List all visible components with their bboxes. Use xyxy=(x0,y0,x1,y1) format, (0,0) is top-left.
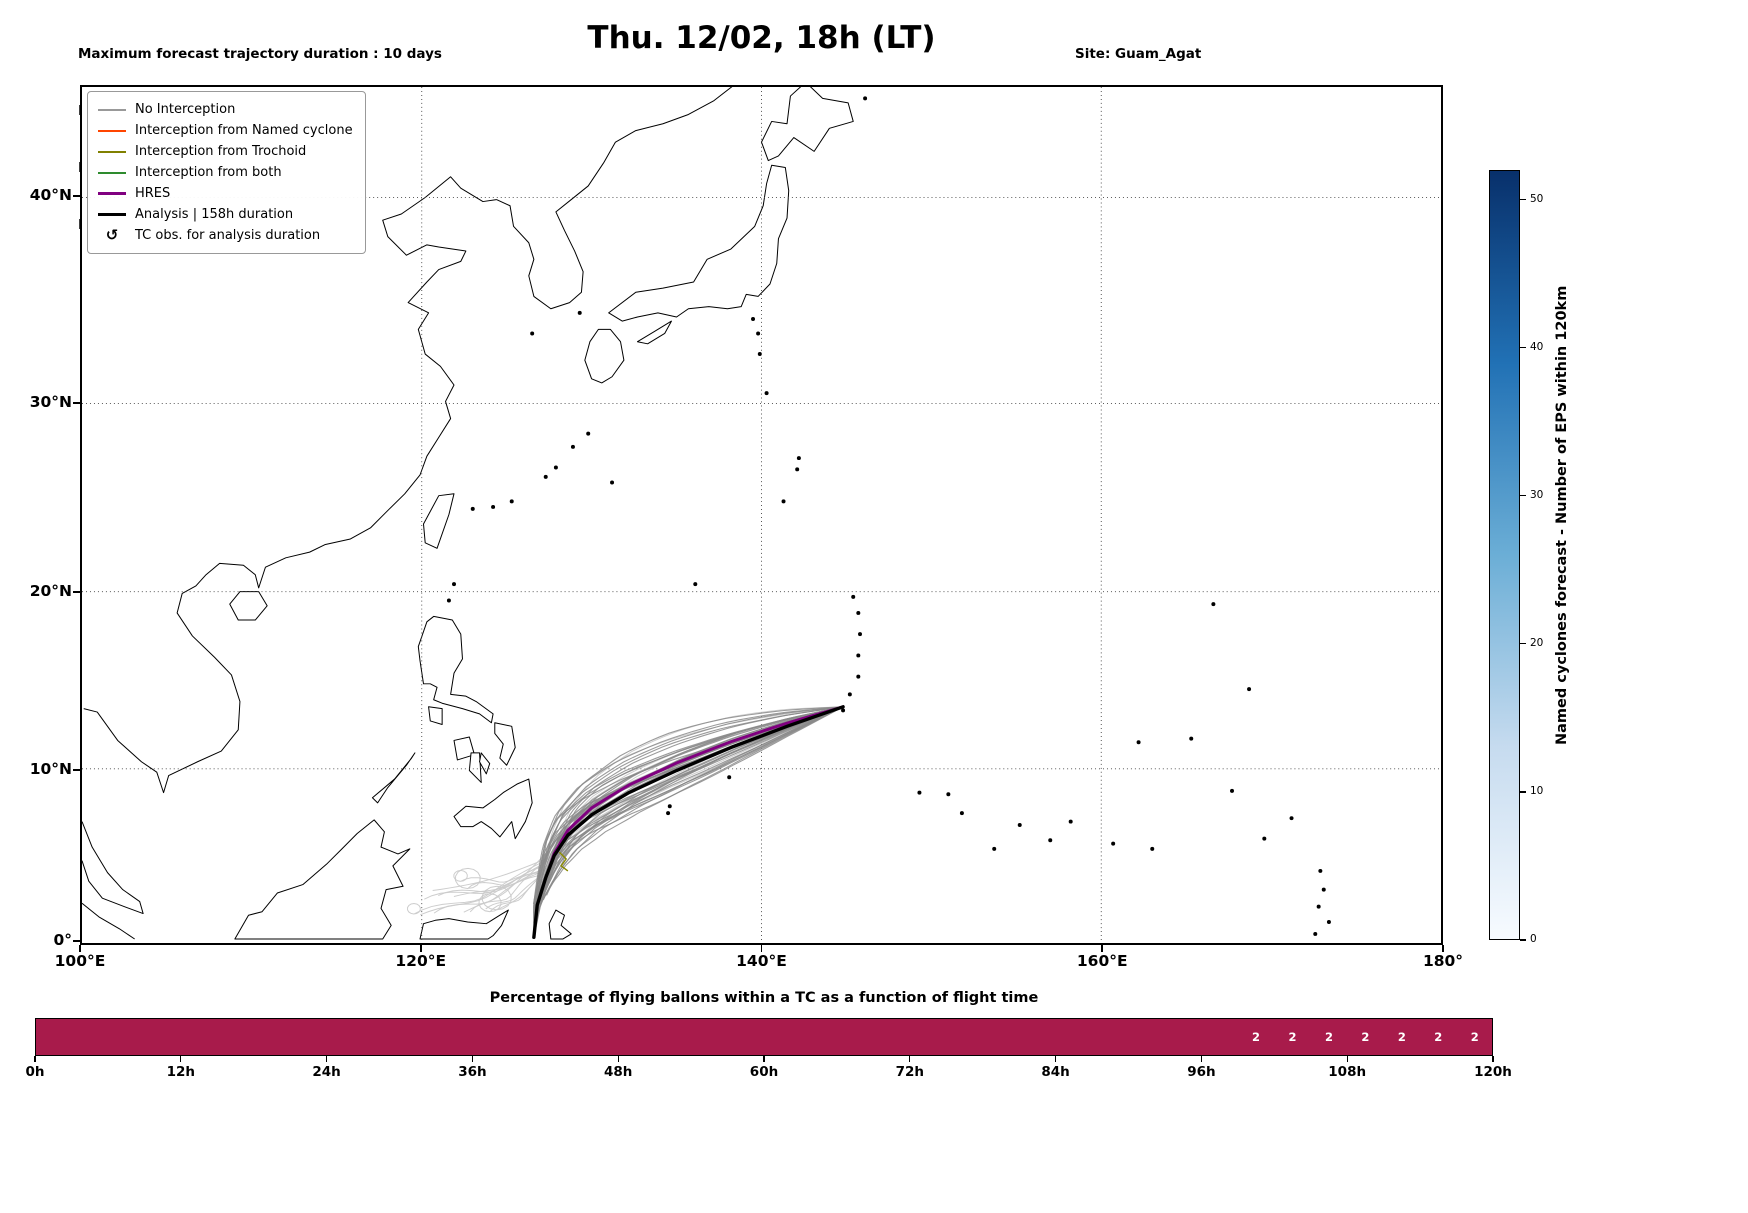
map-x-tick-label: 160°E xyxy=(1076,952,1128,970)
legend-item-named-cyclone: Interception from Named cyclone xyxy=(98,120,353,141)
legend-label: No Interception xyxy=(135,102,236,117)
flight-time-tick-label: 96h xyxy=(1187,1064,1216,1080)
flight-time-tick-mark xyxy=(909,1056,911,1062)
legend-line-sample xyxy=(98,129,126,132)
site-text: Site: Guam_Agat xyxy=(1075,46,1202,62)
colorbar-tick-label: 30 xyxy=(1530,488,1544,501)
colorbar-tick-mark xyxy=(1520,643,1526,645)
map-x-tick-mark xyxy=(419,945,422,952)
colorbar-label: Named cyclones forecast - Number of EPS … xyxy=(1554,285,1570,745)
tc-percentage-value-label: 2 xyxy=(1434,1030,1443,1044)
map-y-tick-label: 30°N xyxy=(29,393,72,411)
map-panel: No Interception Interception from Named … xyxy=(80,85,1443,945)
map-y-tick-label: 40°N xyxy=(29,186,72,204)
flight-time-tick-mark xyxy=(180,1056,182,1062)
map-legend: No Interception Interception from Named … xyxy=(87,91,366,254)
flight-time-tick-mark xyxy=(763,1056,765,1062)
gridlines xyxy=(82,87,1441,943)
legend-line-sample xyxy=(98,212,126,217)
flight-time-tick-label: 108h xyxy=(1328,1064,1367,1080)
legend-item-tc-obs: ↺ TC obs. for analysis duration xyxy=(98,225,353,246)
flight-time-tick-label: 84h xyxy=(1041,1064,1070,1080)
map-x-tick-mark xyxy=(760,945,763,952)
map-y-tick-mark xyxy=(73,940,80,942)
legend-item-both: Interception from both xyxy=(98,162,353,183)
coastlines xyxy=(82,87,1331,940)
cyclone-obs-icon: ↺ xyxy=(105,226,119,244)
map-x-tick-mark xyxy=(1101,945,1104,952)
legend-line-sample xyxy=(98,150,126,153)
tc-percentage-bar xyxy=(35,1018,1493,1056)
map-y-tick-mark xyxy=(73,402,80,404)
flight-time-tick-label: 36h xyxy=(458,1064,487,1080)
analysis-trajectory-line xyxy=(532,705,845,940)
map-x-tick-mark xyxy=(79,945,81,952)
legend-item-trochoid: Interception from Trochoid xyxy=(98,141,353,162)
hres-trajectory-line xyxy=(548,705,845,868)
legend-item-analysis: Analysis | 158h duration xyxy=(98,204,353,225)
tc-percentage-value-label: 2 xyxy=(1470,1030,1479,1044)
flight-time-tick-mark xyxy=(1346,1056,1348,1062)
flight-time-tick-mark xyxy=(617,1056,619,1062)
map-x-tick-label: 140°E xyxy=(736,952,787,970)
colorbar-tick-label: 50 xyxy=(1530,192,1544,205)
max-duration-text: Maximum forecast trajectory duration : 1… xyxy=(78,46,442,62)
map-x-tick-mark xyxy=(1442,945,1444,952)
legend-label: Interception from Trochoid xyxy=(135,144,307,159)
tc-percentage-value-label: 2 xyxy=(1252,1030,1261,1044)
tc-percentage-value-label: 2 xyxy=(1361,1030,1370,1044)
tc-percentage-value-label: 2 xyxy=(1288,1030,1297,1044)
colorbar-tick-label: 0 xyxy=(1530,933,1537,945)
colorbar-tick-label: 20 xyxy=(1530,636,1544,649)
flight-time-tick-mark xyxy=(325,1056,328,1062)
trochoid-interception-line xyxy=(558,851,569,872)
flight-time-tick-label: 12h xyxy=(166,1064,195,1080)
flight-time-tick-mark xyxy=(1054,1056,1057,1062)
legend-label: Interception from Named cyclone xyxy=(135,123,353,138)
map-x-tick-label: 100°E xyxy=(54,952,106,970)
legend-line-sample xyxy=(98,171,126,174)
legend-label: TC obs. for analysis duration xyxy=(135,228,321,243)
legend-item-no-interception: No Interception xyxy=(98,99,353,120)
flight-time-tick-label: 48h xyxy=(603,1064,633,1080)
flight-time-tick-label: 0h xyxy=(25,1064,45,1080)
map-y-tick-mark xyxy=(73,591,80,593)
legend-line-sample xyxy=(98,191,126,196)
colorbar-tick-mark xyxy=(1520,495,1526,497)
map-y-tick-label: 10°N xyxy=(29,760,72,778)
colorbar xyxy=(1489,170,1520,940)
colorbar-tick-mark xyxy=(1520,199,1526,201)
flight-time-tick-label: 24h xyxy=(312,1064,341,1080)
map-y-tick-mark xyxy=(73,769,80,771)
legend-item-hres: HRES xyxy=(98,183,353,204)
bottom-chart-title: Percentage of flying ballons within a TC… xyxy=(489,990,1039,1006)
tc-percentage-value-label: 2 xyxy=(1397,1030,1406,1044)
flight-time-tick-label: 120h xyxy=(1474,1064,1512,1080)
map-y-tick-label: 0° xyxy=(53,931,72,949)
colorbar-tick-mark xyxy=(1520,347,1526,349)
flight-time-tick-label: 60h xyxy=(749,1064,779,1080)
colorbar-tick-label: 40 xyxy=(1530,340,1544,353)
flight-time-tick-mark xyxy=(1492,1056,1494,1062)
flight-time-tick-mark xyxy=(1200,1056,1203,1062)
tc-percentage-value-label: 2 xyxy=(1324,1030,1333,1044)
page-title: Thu. 12/02, 18h (LT) xyxy=(587,20,936,56)
map-x-tick-label: 180° xyxy=(1422,952,1464,970)
legend-label: Analysis | 158h duration xyxy=(135,207,294,222)
map-y-tick-label: 20°N xyxy=(29,582,72,600)
flight-time-tick-label: 72h xyxy=(895,1064,924,1080)
map-canvas xyxy=(82,87,1441,943)
legend-label: Interception from both xyxy=(135,165,282,180)
legend-line-sample xyxy=(98,108,126,111)
flight-time-tick-mark xyxy=(34,1056,36,1062)
map-x-tick-label: 120°E xyxy=(395,952,447,970)
colorbar-tick-mark xyxy=(1520,791,1526,793)
colorbar-tick-mark xyxy=(1520,939,1526,941)
legend-label: HRES xyxy=(135,186,171,201)
colorbar-tick-label: 10 xyxy=(1530,784,1544,797)
flight-time-tick-mark xyxy=(471,1056,474,1062)
map-y-tick-mark xyxy=(73,195,80,197)
